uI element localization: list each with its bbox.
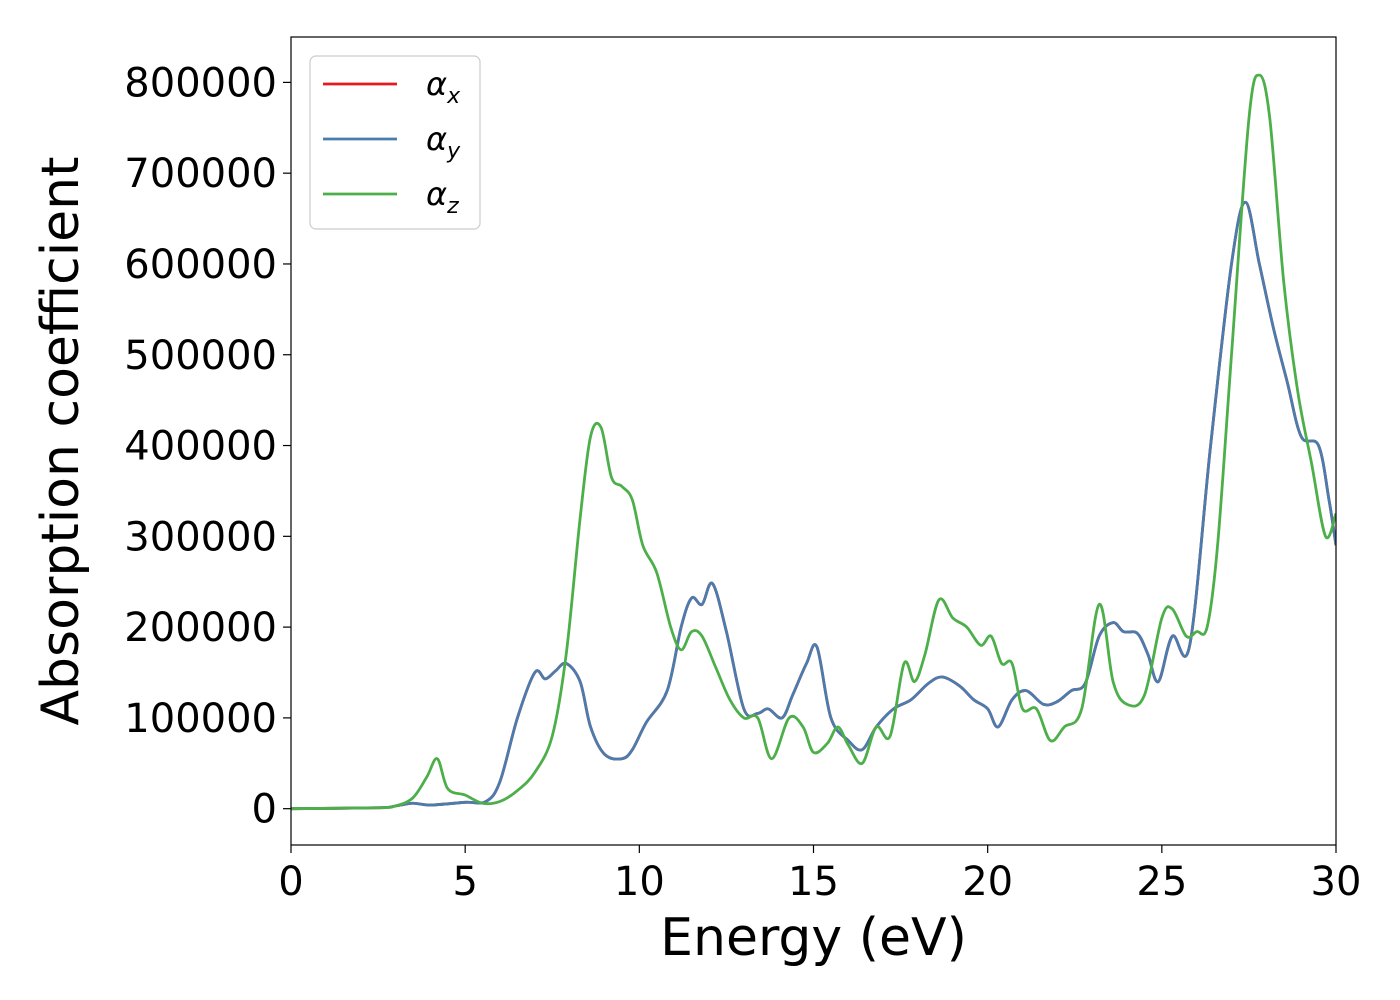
legend-label-z: αz [426, 175, 459, 219]
y-tick-label: 800000 [124, 60, 277, 106]
legend-box [309, 55, 481, 230]
series-line-x [291, 200, 1336, 811]
y-tick-label: 0 [252, 787, 277, 833]
y-tick-label: 700000 [124, 151, 277, 197]
y-axis: 0 100000 200000 300000 400000 500000 600000 700… [124, 60, 291, 833]
plot-area [291, 73, 1336, 811]
y-tick-label: 500000 [124, 333, 277, 379]
series-line-z [291, 73, 1336, 811]
x-tick-label: 15 [788, 859, 839, 905]
y-tick-label: 300000 [124, 514, 277, 560]
series-line-y [291, 200, 1336, 811]
y-axis-label: Absorption coefficient [31, 156, 91, 725]
x-tick-label: 0 [278, 859, 303, 905]
legend-label-y: αy [426, 120, 461, 164]
legend-label-x: αx [426, 65, 461, 109]
y-tick-label: 400000 [124, 424, 277, 470]
x-tick-label: 25 [1136, 859, 1187, 905]
x-tick-label: 10 [614, 859, 665, 905]
y-tick-label: 200000 [124, 605, 277, 651]
x-axis-label: Energy (eV) [660, 908, 967, 968]
y-tick-label: 600000 [124, 242, 277, 288]
legend: αx αy αz [309, 55, 481, 230]
x-tick-label: 30 [1311, 859, 1362, 905]
y-tick-label: 100000 [124, 696, 277, 742]
x-tick-label: 20 [962, 859, 1013, 905]
x-axis: 0 5 10 15 20 25 30 [278, 845, 1361, 905]
x-tick-label: 5 [452, 859, 477, 905]
